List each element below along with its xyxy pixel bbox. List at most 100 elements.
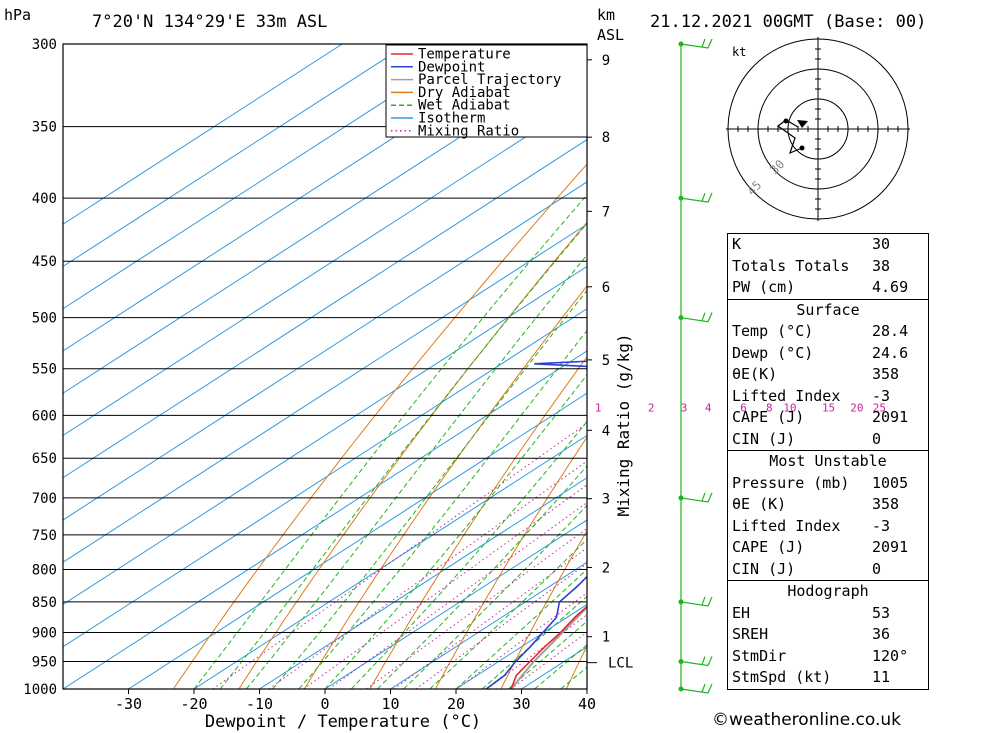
index-label: EH xyxy=(732,603,751,622)
index-row: SREH 36 xyxy=(728,624,928,646)
index-label: CIN (J) xyxy=(732,429,796,448)
x-tick-label: -20 xyxy=(180,695,207,713)
wet-adiabat-line xyxy=(350,420,587,689)
wet-adiabat-line xyxy=(429,538,587,689)
x-tick-label: 40 xyxy=(578,695,596,713)
isotherm-line xyxy=(63,54,587,394)
wind-barb-feather xyxy=(701,596,706,606)
index-row: CAPE (J) 2091 xyxy=(728,537,928,559)
index-label: CAPE (J) xyxy=(732,538,805,556)
mixing-ratio-label: 20 xyxy=(850,401,863,414)
wind-barb xyxy=(680,596,713,607)
mixing-ratio-axis-label: Mixing Ratio (g/kg) xyxy=(614,333,633,516)
index-row: CAPE (J) 2091 xyxy=(728,407,928,429)
index-label: Lifted Index xyxy=(732,516,841,535)
wet-adiabat-line xyxy=(324,374,587,689)
height-axis: 1 2 3 4 5 6 7 8 9 LCL xyxy=(587,53,633,672)
index-value: 11 xyxy=(872,668,891,686)
km-tick-label: 9 xyxy=(602,53,610,69)
wet-adiabat-line xyxy=(272,289,587,689)
datetime-title: 21.12.2021 00GMT (Base: 00) xyxy=(650,12,927,32)
index-value: -3 xyxy=(872,386,891,405)
pressure-tick-label: 800 xyxy=(32,562,57,578)
wet-adiabat-line xyxy=(481,595,587,689)
index-row: Lifted Index -3 xyxy=(728,386,928,408)
index-value: 28.4 xyxy=(872,322,909,340)
legend-label: Isotherm xyxy=(418,111,485,127)
isotherm-line xyxy=(63,265,587,606)
index-row: Totals Totals 38 xyxy=(728,256,928,278)
x-tick-label: 0 xyxy=(320,695,329,713)
mixing-ratio-label: 8 xyxy=(766,401,773,414)
index-label: θE(K) xyxy=(732,365,778,383)
height-unit: km xyxy=(597,6,616,24)
hodograph-ring-label: 45 xyxy=(744,178,764,198)
isotherm-line xyxy=(390,561,587,689)
isotherm-line xyxy=(63,96,587,437)
index-row: Lifted Index -3 xyxy=(728,516,928,538)
mixing-ratio-label: 10 xyxy=(783,401,796,414)
wind-barb xyxy=(680,38,713,49)
mixing-ratio-line xyxy=(393,547,587,689)
pressure-tick-label: 1000 xyxy=(23,682,57,698)
dry-adiabat-line xyxy=(959,44,1000,689)
mixing-ratio-line xyxy=(268,460,587,689)
isotherm-line xyxy=(259,477,587,689)
index-value: 358 xyxy=(872,495,900,513)
x-axis-label: Dewpoint / Temperature (°C) xyxy=(205,712,481,732)
km-tick-label: 2 xyxy=(602,560,610,576)
pressure-tick-label: 450 xyxy=(32,254,57,270)
index-label: Totals Totals xyxy=(732,256,850,275)
isotherm-line xyxy=(128,392,587,689)
pressure-tick-label: 700 xyxy=(32,491,57,507)
index-row: Temp (°C) 28.4 xyxy=(728,321,928,343)
pressure-tick-label: 750 xyxy=(32,528,57,544)
wet-adiabat-line xyxy=(193,194,587,689)
wind-barb xyxy=(680,192,713,203)
most-unstable-title: Most Unstable xyxy=(769,452,887,470)
x-tick-label: 20 xyxy=(447,695,465,713)
index-label: Pressure (mb) xyxy=(732,473,850,492)
index-label: θE (K) xyxy=(732,495,787,513)
index-value: 53 xyxy=(872,603,891,622)
wet-adiabat-line xyxy=(455,568,587,689)
legend-label: Mixing Ratio xyxy=(418,123,519,139)
km-tick-label: 5 xyxy=(602,353,610,369)
hodograph-section: Hodograph EH 53 SREH 36 StmDir 120° StmSpd (kt… xyxy=(728,580,928,689)
isotherm-line xyxy=(63,44,343,225)
isotherm-line xyxy=(63,181,587,521)
wind-barbs xyxy=(678,38,713,694)
legend-label: Wet Adiabat xyxy=(418,98,511,114)
isotherm-line xyxy=(63,44,474,310)
legend-label: Parcel Trajectory xyxy=(418,72,561,88)
surface-section: Surface Temp (°C) 28.4 Dewp (°C) 24.6 θE(K) 3… xyxy=(728,298,928,451)
general-indices: K 30 Totals Totals 38 PW (cm) 4.69 xyxy=(728,234,928,299)
mixing-ratio-label: 2 xyxy=(648,401,655,414)
km-tick-label: 6 xyxy=(602,280,610,296)
index-row: CIN (J) 0 xyxy=(728,559,928,581)
legend-label: Dewpoint xyxy=(418,59,485,75)
index-value: 36 xyxy=(872,625,891,643)
km-tick-label: 7 xyxy=(602,204,610,220)
index-label: K xyxy=(732,235,742,253)
index-label: PW (cm) xyxy=(732,278,796,296)
wind-barb-feather xyxy=(701,38,706,48)
wind-barb-feather xyxy=(701,492,706,502)
index-label: Dewp (°C) xyxy=(732,343,814,362)
mixing-ratio-label: 25 xyxy=(873,401,886,414)
pressure-tick-label: 650 xyxy=(32,451,57,467)
dry-adiabat-line xyxy=(238,221,587,689)
index-value: 24.6 xyxy=(872,343,909,362)
index-row: CIN (J) 0 xyxy=(728,429,928,451)
wind-level-dot xyxy=(678,315,684,321)
wind-barb xyxy=(680,683,713,694)
hodograph-unit-label: kt xyxy=(732,45,746,59)
legend-label: Dry Adiabat xyxy=(418,85,511,101)
indices-table: K 30 Totals Totals 38 PW (cm) 4.69 Surface Te… xyxy=(727,233,929,690)
index-label: SREH xyxy=(732,625,769,643)
pressure-tick-label: 900 xyxy=(32,626,57,642)
x-tick-label: -10 xyxy=(246,695,273,713)
pressure-axis: 300 350 400 450 500 550 600 650 700 750 800 850 900 9… xyxy=(23,37,57,698)
